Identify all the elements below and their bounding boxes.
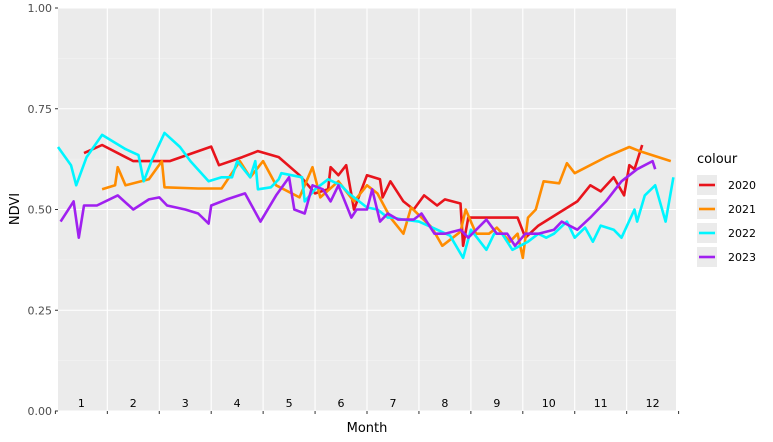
month-label: 12 xyxy=(646,397,660,410)
y-tick-label: 1.00 xyxy=(28,2,53,15)
y-axis-title: NDVI xyxy=(8,193,23,225)
month-label: 3 xyxy=(182,397,189,410)
month-label: 2 xyxy=(130,397,137,410)
series-line-2020 xyxy=(83,143,644,248)
month-label: 9 xyxy=(493,397,500,410)
month-labels: 1 2 3 4 5 6 7 8 9 10 11 12 xyxy=(78,397,660,410)
y-axis: 0.00 0.25 0.50 0.75 1.00 xyxy=(28,2,58,418)
series-line-2022 xyxy=(56,131,675,260)
month-label: 7 xyxy=(389,397,396,410)
x-axis xyxy=(54,411,680,414)
series-line-2023 xyxy=(59,159,657,248)
month-label: 1 xyxy=(78,397,85,410)
legend-title: colour xyxy=(697,152,738,167)
month-label: 5 xyxy=(286,397,293,410)
month-label: 11 xyxy=(594,397,608,410)
y-tick-label: 0.00 xyxy=(28,405,53,418)
month-label: 6 xyxy=(338,397,345,410)
month-label: 4 xyxy=(234,397,241,410)
legend-label-2022: 2022 xyxy=(728,227,756,240)
legend-label-2021: 2021 xyxy=(728,203,756,216)
y-tick-label: 0.75 xyxy=(28,103,53,116)
month-label: 10 xyxy=(542,397,556,410)
y-tick-label: 0.25 xyxy=(28,304,53,317)
month-label: 8 xyxy=(441,397,448,410)
legend-label-2020: 2020 xyxy=(728,179,756,192)
x-axis-title: Month xyxy=(347,421,388,436)
series-lines xyxy=(56,131,675,260)
legend: colour 2020 2021 2022 2023 xyxy=(697,152,756,267)
legend-label-2023: 2023 xyxy=(728,251,756,264)
series-line-2021 xyxy=(101,145,672,260)
y-tick-label: 0.50 xyxy=(28,204,53,217)
